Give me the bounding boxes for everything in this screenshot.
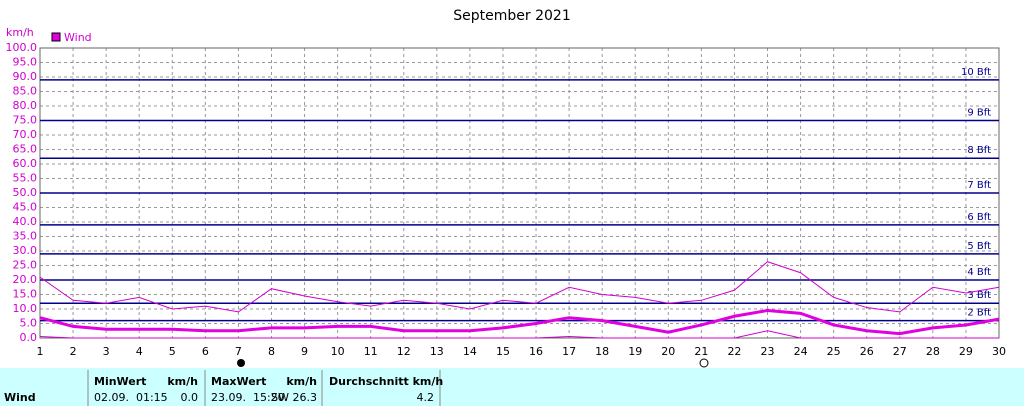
col-date: 02.09. 01:15 — [94, 391, 168, 404]
y-tick-label: 35.0 — [13, 230, 38, 243]
beaufort-label: 4 Bft — [967, 267, 991, 278]
y-tick-label: 85.0 — [13, 85, 38, 98]
y-tick-label: 50.0 — [13, 186, 38, 199]
col-date: 23.09. 15:20 — [211, 391, 285, 404]
x-tick-label: 14 — [463, 345, 477, 358]
beaufort-label: 8 Bft — [967, 145, 991, 156]
col-header: Durchschnitt km/h — [329, 375, 443, 388]
y-tick-label: 30.0 — [13, 244, 38, 257]
col-unit: km/h — [286, 375, 317, 388]
y-tick-label: 10.0 — [13, 302, 38, 315]
y-tick-label: 95.0 — [13, 56, 38, 69]
x-tick-label: 26 — [860, 345, 874, 358]
x-tick-label: 19 — [628, 345, 642, 358]
x-tick-label: 2 — [70, 345, 77, 358]
x-tick-label: 23 — [761, 345, 775, 358]
col-value: 4.2 — [417, 391, 435, 404]
x-tick-label: 20 — [661, 345, 675, 358]
series-line — [39, 308, 1000, 336]
x-tick-label: 4 — [136, 345, 143, 358]
col-value: SW 26.3 — [271, 391, 317, 404]
row-label: Wind — [4, 391, 36, 404]
beaufort-label: 2 Bft — [967, 308, 991, 319]
y-tick-label: 60.0 — [13, 157, 38, 170]
y-tick-label: 80.0 — [13, 99, 38, 112]
beaufort-label: 9 Bft — [967, 108, 991, 119]
series-line — [39, 330, 999, 339]
x-tick-label: 12 — [397, 345, 411, 358]
y-tick-label: 45.0 — [13, 201, 38, 214]
beaufort-label: 6 Bft — [967, 212, 991, 223]
x-tick-label: 3 — [103, 345, 110, 358]
col-header: MaxWert — [211, 375, 266, 388]
y-tick-label: 70.0 — [13, 128, 38, 141]
col-unit: km/h — [167, 375, 198, 388]
stats-table: Wind MinWert km/h 02.09. 01:15 0.0 MaxWe… — [4, 370, 443, 406]
x-tick-label: 6 — [202, 345, 209, 358]
x-tick-label: 10 — [331, 345, 345, 358]
x-tick-label: 17 — [562, 345, 576, 358]
x-tick-label: 8 — [268, 345, 275, 358]
y-axis-label: km/h — [6, 26, 34, 39]
x-tick-label: 15 — [496, 345, 510, 358]
beaufort-label: 5 Bft — [967, 241, 991, 252]
x-tick-label: 30 — [992, 345, 1006, 358]
y-tick-label: 25.0 — [13, 259, 38, 272]
col-value: 0.0 — [181, 391, 199, 404]
y-tick-label: 40.0 — [13, 215, 38, 228]
x-tick-label: 13 — [430, 345, 444, 358]
y-tick-label: 5.0 — [20, 317, 38, 330]
col-header: MinWert — [94, 375, 146, 388]
x-tick-label: 22 — [727, 345, 741, 358]
chart-title: September 2021 — [453, 8, 570, 24]
table-background — [0, 368, 1024, 406]
y-tick-label: 55.0 — [13, 172, 38, 185]
y-tick-label: 75.0 — [13, 114, 38, 127]
beaufort-label: 3 Bft — [967, 290, 991, 301]
y-tick-label: 20.0 — [13, 273, 38, 286]
y-tick-label: 15.0 — [13, 288, 38, 301]
x-tick-label: 27 — [893, 345, 907, 358]
x-tick-label: 18 — [595, 345, 609, 358]
legend-swatch — [51, 32, 61, 42]
x-tick-label: 7 — [235, 345, 242, 358]
x-tick-label: 29 — [959, 345, 973, 358]
beaufort-label: 10 Bft — [961, 67, 991, 78]
new-moon-icon — [699, 358, 709, 368]
x-tick-label: 16 — [529, 345, 543, 358]
x-tick-label: 25 — [827, 345, 841, 358]
y-tick-label: 90.0 — [13, 70, 38, 83]
legend-label: Wind — [64, 31, 92, 44]
y-tick-label: 100.0 — [6, 41, 38, 54]
x-tick-label: 28 — [926, 345, 940, 358]
x-tick-label: 5 — [169, 345, 176, 358]
y-tick-label: 0.0 — [20, 331, 38, 344]
x-tick-label: 21 — [694, 345, 708, 358]
full-moon-icon — [237, 359, 245, 367]
y-tick-label: 65.0 — [13, 143, 38, 156]
x-tick-label: 11 — [364, 345, 378, 358]
x-tick-label: 24 — [794, 345, 808, 358]
beaufort-label: 7 Bft — [967, 180, 991, 191]
x-tick-label: 1 — [37, 345, 44, 358]
series-line — [39, 261, 1000, 313]
x-tick-label: 9 — [301, 345, 308, 358]
